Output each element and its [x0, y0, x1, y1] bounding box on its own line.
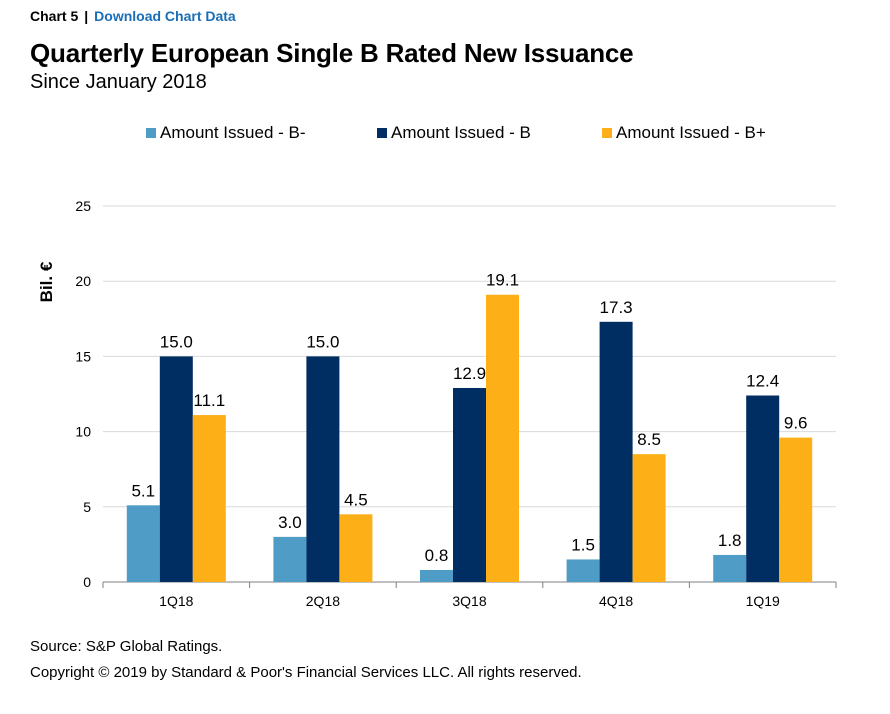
x-tick-label: 4Q18 [599, 593, 633, 609]
x-tick-label: 3Q18 [452, 593, 486, 609]
bar [192, 415, 226, 582]
y-tick-label: 5 [83, 499, 91, 515]
y-tick-label: 10 [75, 424, 91, 440]
x-tick-label: 1Q19 [746, 593, 780, 609]
data-label: 19.1 [486, 271, 519, 290]
bar [779, 437, 813, 582]
y-tick-label: 20 [75, 273, 91, 289]
chart-subtitle: Since January 2018 [30, 71, 207, 93]
download-chart-data-link[interactable]: Download Chart Data [94, 8, 236, 24]
bar [599, 321, 633, 582]
data-label: 0.8 [425, 546, 449, 565]
bar [453, 387, 486, 582]
bar [306, 356, 340, 582]
data-label: 15.0 [306, 332, 339, 351]
bar [746, 395, 780, 582]
copyright-note: Copyright © 2019 by Standard & Poor's Fi… [30, 664, 582, 681]
chart-header: Chart 5 | Download Chart Data [30, 8, 236, 24]
header-separator: | [84, 8, 89, 24]
data-label: 5.1 [131, 481, 155, 500]
y-tick-label: 25 [75, 198, 91, 214]
legend-item-b-minus: Amount Issued - B- [146, 123, 306, 143]
bar [486, 294, 519, 582]
bar [632, 454, 666, 582]
y-axis-title: Bil. € [37, 261, 56, 302]
chart-number: Chart 5 [30, 8, 79, 24]
legend-label-b-minus: Amount Issued - B- [160, 123, 306, 142]
legend-item-b: Amount Issued - B [377, 123, 531, 143]
data-label: 1.8 [718, 531, 742, 550]
chart-title: Quarterly European Single B Rated New Is… [30, 38, 634, 68]
data-label: 3.0 [278, 513, 302, 532]
bar [159, 356, 193, 582]
data-label: 1.5 [571, 535, 595, 554]
bar [420, 569, 453, 582]
legend-swatch-b-minus [146, 128, 156, 138]
legend-swatch-b-plus [602, 128, 612, 138]
x-tick-label: 2Q18 [306, 593, 340, 609]
data-label: 8.5 [637, 430, 661, 449]
legend-item-b-plus: Amount Issued - B+ [602, 123, 766, 143]
x-tick-label: 1Q18 [159, 593, 193, 609]
data-label: 11.1 [193, 391, 225, 410]
bar [126, 505, 160, 582]
legend-swatch-b [377, 128, 387, 138]
data-label: 12.4 [746, 372, 779, 391]
source-note: Source: S&P Global Ratings. [30, 638, 223, 655]
data-label: 17.3 [600, 298, 633, 317]
data-label: 12.9 [453, 364, 486, 383]
data-label: 9.6 [784, 414, 808, 433]
bar [713, 554, 747, 582]
data-label: 15.0 [160, 332, 193, 351]
data-label: 4.5 [344, 490, 368, 509]
legend-label-b: Amount Issued - B [391, 123, 531, 142]
legend-label-b-plus: Amount Issued - B+ [616, 123, 766, 142]
bar [339, 514, 373, 582]
bar [566, 559, 600, 582]
y-tick-label: 15 [75, 348, 91, 364]
y-tick-label: 0 [83, 574, 91, 590]
bar [273, 536, 307, 582]
